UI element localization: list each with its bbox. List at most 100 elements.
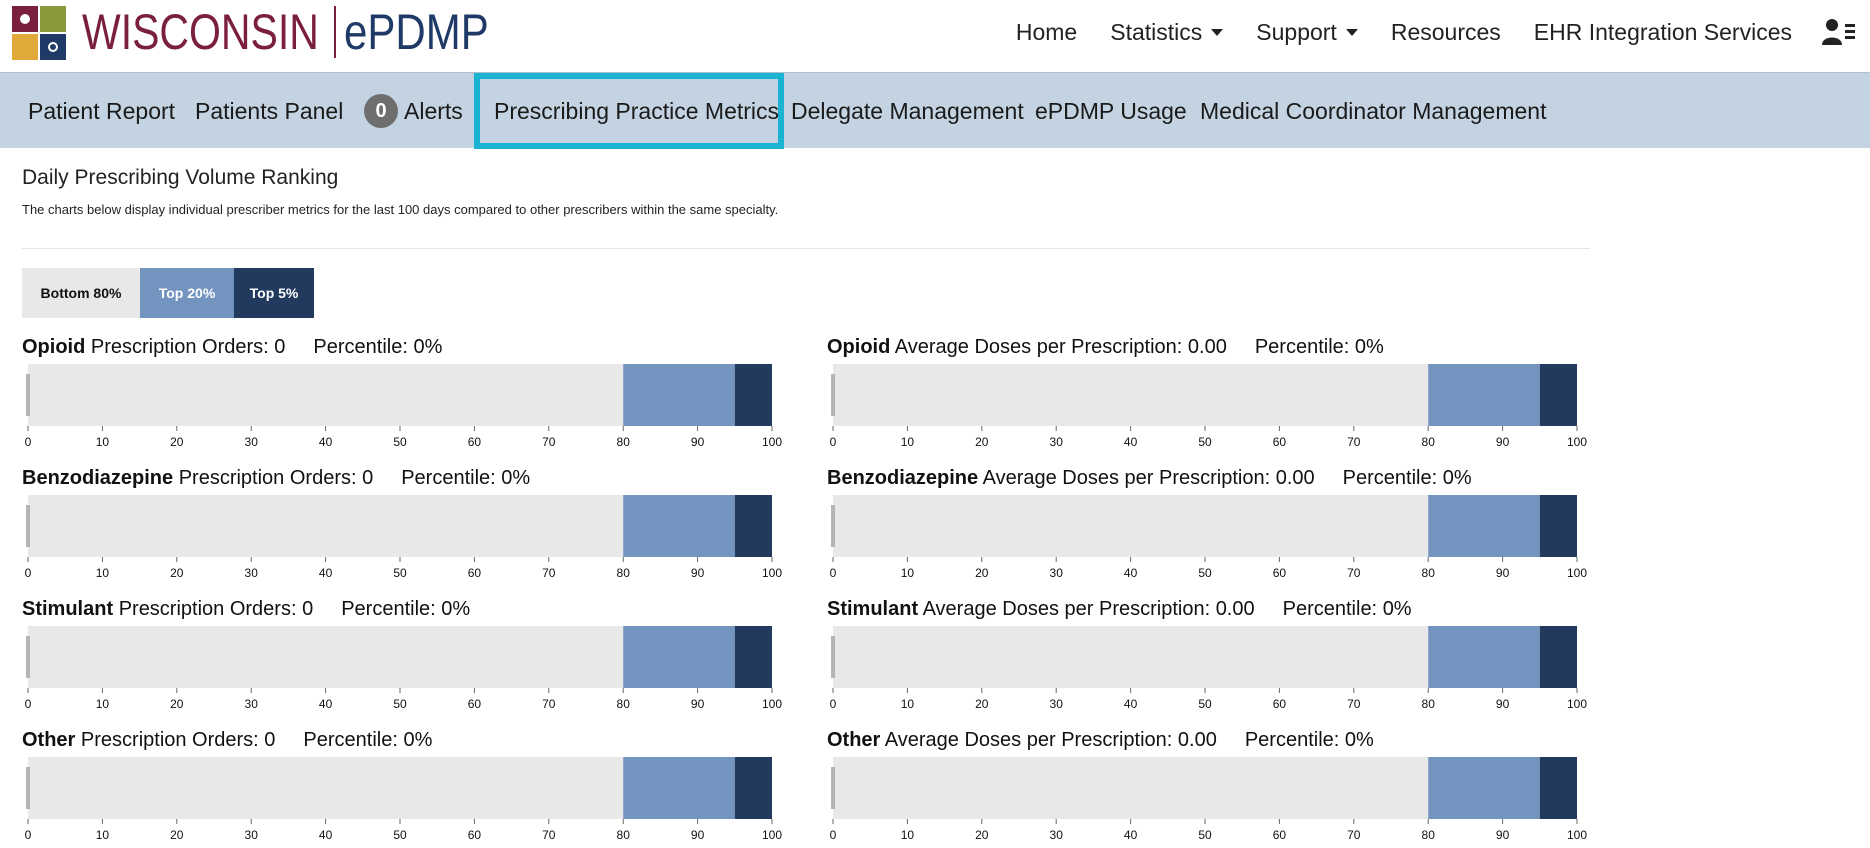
tick-label: 90	[1496, 435, 1510, 449]
percentile-label: Percentile:	[341, 598, 442, 620]
metric-opioid-prescription-orders: Opioid Prescription Orders: 0 Percentile:…	[22, 336, 782, 464]
percentile-bar-chart: 0 10 20 30 40 50 60 70 80 90 100	[830, 364, 1587, 449]
tick-label: 100	[762, 566, 782, 580]
tab-alerts-label: Alerts	[404, 97, 463, 124]
tick-label: 30	[245, 435, 259, 449]
band-top-20	[623, 757, 735, 819]
metric-label: Benzodiazepine Average Doses per Prescri…	[827, 467, 1472, 490]
percentile-bar-chart: 0 10 20 30 40 50 60 70 80 90 100	[25, 757, 782, 842]
band-top-5	[734, 757, 772, 819]
tick-label: 10	[901, 435, 915, 449]
tick-label: 20	[975, 828, 989, 842]
metric-label: Benzodiazepine Prescription Orders: 0 Per…	[22, 467, 530, 490]
percentile-value: 0%	[1442, 467, 1472, 489]
band-bottom-80	[833, 495, 1429, 557]
metric-name: Prescription Orders:	[90, 336, 275, 358]
metric-name: Average Doses per Prescription:	[894, 336, 1188, 358]
band-top-5	[734, 364, 772, 426]
band-top-20	[623, 495, 735, 557]
percentile-label: Percentile:	[1254, 336, 1355, 358]
nav-ehr-integration-services[interactable]: EHR Integration Services	[1534, 19, 1792, 46]
nav-support[interactable]: Support	[1256, 19, 1358, 46]
alerts-count-badge: 0	[364, 94, 398, 128]
tick-label: 50	[1198, 828, 1212, 842]
tick-label: 90	[1496, 697, 1510, 711]
band-bottom-80	[28, 757, 624, 819]
percentile-value: 0%	[403, 729, 433, 751]
percentile-bar-chart: 0 10 20 30 40 50 60 70 80 90 100	[830, 757, 1587, 842]
metric-other-average-doses: Other Average Doses per Prescription: 0.…	[827, 729, 1587, 848]
tick-label: 20	[170, 566, 184, 580]
tick-label: 50	[393, 566, 407, 580]
tick-label: 30	[1050, 828, 1064, 842]
metric-value: 0	[264, 729, 276, 751]
logo-text-epdmp: ePDMP	[344, 4, 489, 60]
tick-label: 10	[96, 435, 110, 449]
nav-ehr-label: EHR Integration Services	[1533, 18, 1792, 45]
tick-label: 100	[1567, 828, 1587, 842]
nav-resources[interactable]: Resources	[1391, 19, 1501, 46]
band-top-5	[734, 626, 772, 688]
tab-patients-panel[interactable]: Patients Panel	[195, 73, 343, 149]
band-top-5	[1539, 364, 1577, 426]
tick-label: 10	[96, 828, 110, 842]
percentile-value: 0%	[441, 598, 471, 620]
tab-medical-coordinator-management[interactable]: Medical Coordinator Management	[1200, 73, 1546, 149]
tab-alerts[interactable]: 0 Alerts	[364, 73, 463, 149]
metric-benzodiazepine-average-doses: Benzodiazepine Average Doses per Prescri…	[827, 467, 1587, 595]
percentile-marker	[26, 374, 30, 416]
band-bottom-80	[833, 364, 1429, 426]
percentile-value: 0%	[413, 336, 443, 358]
metric-name: Prescription Orders:	[80, 729, 265, 751]
band-top-20	[623, 626, 735, 688]
tick-label: 30	[245, 566, 259, 580]
tick-label: 10	[901, 828, 915, 842]
nav-support-label: Support	[1256, 18, 1337, 45]
tick-label: 50	[1198, 697, 1212, 711]
percentile-label: Percentile:	[1282, 598, 1383, 620]
metric-value: 0	[362, 467, 374, 489]
metric-drug: Opioid	[827, 336, 891, 358]
wisconsin-epdmp-logo[interactable]: WISCONSIN ePDMP	[8, 0, 516, 64]
top-navigation: Home Statistics Support Resources EHR In…	[983, 0, 1870, 64]
tick-label: 90	[691, 435, 705, 449]
metric-drug: Other	[22, 729, 76, 751]
nav-home-label: Home	[1015, 18, 1078, 45]
percentile-bar-chart: 0 10 20 30 40 50 60 70 80 90 100	[25, 495, 782, 580]
tick-label: 40	[1124, 435, 1138, 449]
nav-statistics-label: Statistics	[1110, 18, 1203, 45]
tab-epdmp-usage[interactable]: ePDMP Usage	[1035, 73, 1187, 149]
nav-statistics[interactable]: Statistics	[1110, 18, 1224, 46]
tick-label: 40	[319, 435, 333, 449]
nav-home[interactable]: Home	[1016, 19, 1077, 46]
percentile-value: 0%	[1344, 729, 1374, 751]
chevron-down-icon	[1345, 28, 1358, 36]
tab-prescribing-practice-metrics[interactable]: Prescribing Practice Metrics	[474, 73, 784, 149]
tab-patients-panel-label: Patients Panel	[195, 97, 344, 124]
legend-top-20: Top 20%	[140, 268, 234, 318]
metric-drug: Stimulant	[827, 598, 919, 620]
tick-label: 30	[245, 697, 259, 711]
percentile-marker	[831, 374, 835, 416]
tick-label: 40	[319, 697, 333, 711]
percentile-bar-chart: 0 10 20 30 40 50 60 70 80 90 100	[830, 495, 1587, 580]
percentile-marker	[26, 636, 30, 678]
tick-label: 80	[617, 697, 631, 711]
tab-patient-report[interactable]: Patient Report	[28, 73, 175, 149]
tick-label: 0	[830, 697, 837, 711]
percentile-label: Percentile:	[1342, 467, 1443, 489]
tick-label: 100	[1567, 435, 1587, 449]
band-top-5	[734, 495, 772, 557]
tick-label: 20	[975, 566, 989, 580]
metric-name: Average Doses per Prescription:	[884, 729, 1178, 751]
band-top-20	[1428, 495, 1540, 557]
tick-label: 20	[170, 697, 184, 711]
tab-delegate-management[interactable]: Delegate Management	[791, 73, 1024, 149]
metric-value: 0	[302, 598, 314, 620]
user-menu-icon[interactable]	[1822, 18, 1856, 46]
tick-label: 70	[542, 828, 556, 842]
band-top-5	[1539, 495, 1577, 557]
tick-label: 60	[468, 828, 482, 842]
tab-epdmp-usage-label: ePDMP Usage	[1035, 97, 1187, 124]
metric-value: 0.00	[1187, 336, 1227, 358]
